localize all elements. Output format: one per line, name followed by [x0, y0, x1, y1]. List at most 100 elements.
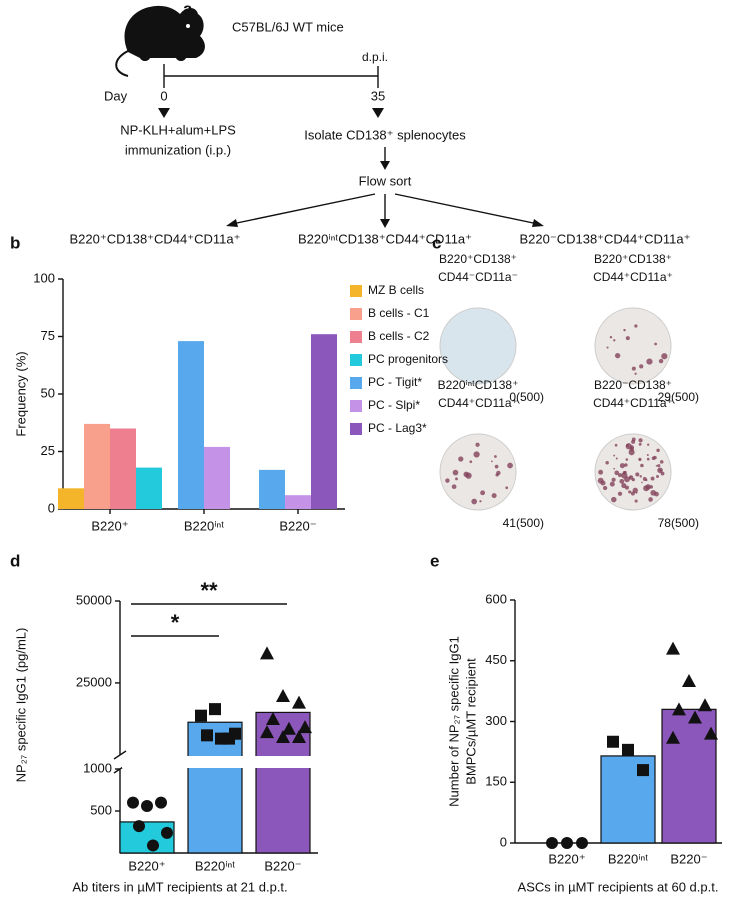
spot	[660, 471, 665, 476]
spot	[613, 454, 616, 457]
data-point	[292, 695, 306, 709]
spot	[615, 457, 618, 460]
legend-label: MZ B cells	[368, 283, 424, 297]
x-tick-label: B220ⁱⁿᵗ	[195, 858, 235, 873]
spot	[479, 500, 482, 503]
spot	[638, 442, 642, 446]
spot	[631, 478, 635, 482]
legend-swatch	[350, 354, 362, 366]
spot	[494, 455, 497, 458]
axis-break	[113, 750, 127, 760]
data-point	[666, 730, 680, 744]
mouse-eye	[186, 24, 190, 28]
spot	[659, 469, 662, 472]
legend-swatch	[350, 285, 362, 297]
data-point	[133, 820, 145, 833]
data-point	[682, 674, 696, 687]
data-point	[282, 721, 296, 735]
legend-swatch	[350, 331, 362, 343]
panel-label: d	[10, 551, 20, 570]
spot	[631, 366, 636, 371]
spot	[619, 478, 625, 484]
y-tick-label: 50000	[76, 592, 112, 607]
y-tick-label: 150	[485, 774, 507, 789]
y-axis-title: Number of NP₂₇ specific IgG1	[446, 636, 461, 807]
data-point	[260, 725, 274, 739]
spot	[638, 438, 643, 443]
spot	[648, 497, 653, 502]
spot	[613, 467, 616, 470]
spot	[609, 335, 613, 339]
y-tick-label: 300	[485, 713, 507, 728]
spot	[629, 445, 635, 450]
well-label: CD44⁺CD11a⁺	[593, 270, 673, 284]
arrow	[231, 193, 376, 225]
spot-count: 29(500)	[658, 390, 699, 404]
legend-label: PC - Tigit*	[368, 375, 422, 389]
spot	[646, 453, 649, 456]
x-tick-label: B220ⁱⁿᵗ	[608, 851, 648, 866]
well-label: CD44⁺CD11a⁺	[593, 396, 673, 410]
spot	[491, 493, 497, 499]
panel-label: a	[183, 0, 193, 18]
spot	[656, 475, 659, 478]
data-point	[704, 726, 718, 740]
y-tick-label: 1000	[83, 760, 112, 775]
legend-swatch	[350, 308, 362, 320]
data-point	[576, 837, 588, 849]
x-axis-title: ASCs in µMT recipients at 60 d.p.t.	[518, 879, 719, 894]
y-tick-label: 0	[500, 834, 507, 849]
bar	[136, 467, 162, 509]
data-point	[561, 837, 573, 849]
spot	[638, 457, 642, 462]
bar	[178, 341, 204, 509]
spot	[614, 443, 618, 447]
spot	[634, 372, 637, 375]
spot	[650, 489, 657, 496]
spot	[634, 499, 638, 503]
x-tick-label: B220ⁱⁿᵗ	[184, 518, 224, 533]
immunization: immunization (i.p.)	[125, 142, 231, 157]
panel-label: b	[10, 233, 20, 252]
spot	[609, 481, 615, 487]
data-point	[298, 720, 312, 734]
x-axis-title: Ab titers in µMT recipients at 21 d.p.t.	[72, 879, 287, 894]
y-axis-title: BMPCs/µMT recipient	[463, 658, 478, 785]
spot	[629, 475, 632, 478]
spot	[643, 485, 650, 492]
arrowhead	[532, 219, 544, 227]
data-point	[229, 727, 241, 740]
x-tick-label: B220⁺	[548, 851, 585, 866]
legend-swatch	[350, 400, 362, 412]
spot	[452, 469, 459, 476]
legend-label: B cells - C1	[368, 306, 430, 320]
well-label: B220⁺CD138⁺	[439, 252, 517, 266]
spot	[602, 485, 608, 491]
well	[594, 307, 672, 385]
isolate-step: Isolate CD138⁺ splenocytes	[304, 127, 466, 142]
spot	[621, 472, 628, 479]
legend-label: PC - Lag3*	[368, 421, 427, 435]
x-tick-label: B220⁻	[670, 851, 707, 866]
well	[439, 433, 517, 511]
y-tick-label: 25000	[76, 674, 112, 689]
well-label: B220⁻CD138⁺	[594, 378, 672, 392]
spot-count: 78(500)	[658, 516, 699, 530]
data-point	[688, 710, 702, 724]
data-point	[215, 732, 227, 745]
spot	[625, 458, 629, 461]
spot	[480, 490, 486, 496]
y-axis-title: NP₂₇ specific IgG1 (pg/mL)	[13, 628, 28, 783]
data-point	[209, 703, 221, 716]
significance-label: *	[171, 610, 180, 635]
y-tick-label: 100	[33, 270, 55, 285]
y-tick-label: 600	[485, 591, 507, 606]
data-point	[666, 641, 680, 655]
data-point	[141, 799, 153, 812]
data-point	[161, 826, 173, 839]
spot	[657, 464, 661, 468]
spot	[650, 476, 655, 481]
spot	[659, 460, 664, 464]
spot	[505, 486, 509, 490]
